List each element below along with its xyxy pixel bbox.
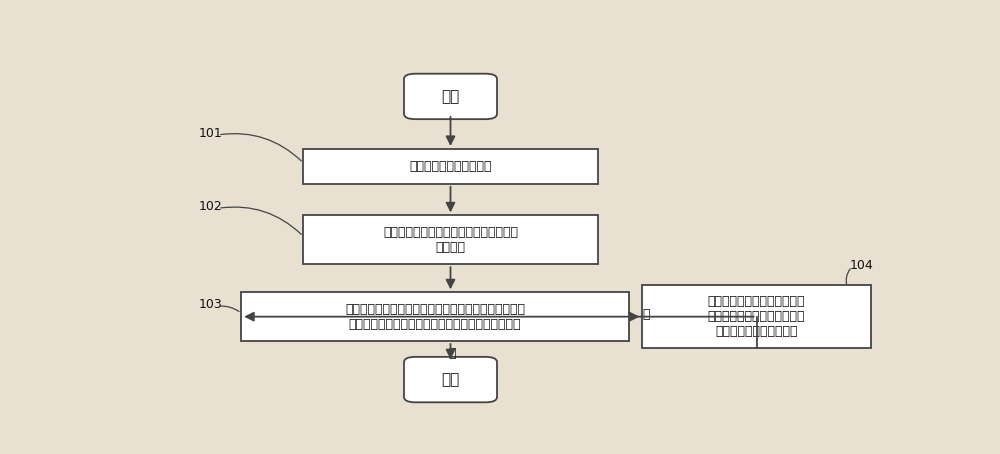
Text: 基于初始能谱分布，计算射束中心轴上的
剂量分布: 基于初始能谱分布，计算射束中心轴上的 剂量分布: [383, 226, 518, 254]
FancyBboxPatch shape: [303, 149, 598, 184]
Text: 否: 否: [642, 308, 650, 321]
Text: 结束: 结束: [441, 372, 460, 387]
Text: 是: 是: [448, 347, 456, 360]
Text: 开始: 开始: [441, 89, 460, 104]
FancyBboxPatch shape: [303, 215, 598, 264]
Text: 102: 102: [199, 200, 222, 213]
Text: 调节当前能谱分布，并基于调
节后的能谱分布重新计算所述
射束中心轴上的剂量分布: 调节当前能谱分布，并基于调 节后的能谱分布重新计算所述 射束中心轴上的剂量分布: [708, 295, 805, 338]
FancyBboxPatch shape: [404, 357, 497, 402]
Text: 101: 101: [199, 127, 222, 140]
FancyBboxPatch shape: [642, 285, 871, 348]
Text: 104: 104: [850, 260, 873, 272]
FancyBboxPatch shape: [241, 292, 629, 341]
Text: 设置射束的初始能谱分布: 设置射束的初始能谱分布: [409, 160, 492, 173]
FancyBboxPatch shape: [404, 74, 497, 119]
Text: 判断计算得到的最大剂量处的深度值和最大深度处的剂
量值是否均与射束中心轴上的剂量分布的测量值吧合: 判断计算得到的最大剂量处的深度值和最大深度处的剂 量值是否均与射束中心轴上的剂量…: [345, 303, 525, 331]
Text: 103: 103: [199, 298, 222, 311]
